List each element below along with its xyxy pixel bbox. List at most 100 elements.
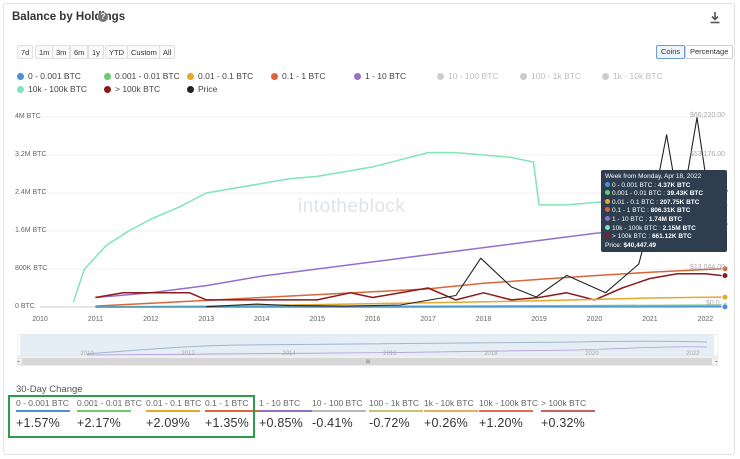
series-end-marker	[721, 272, 729, 280]
legend-item[interactable]: 10 - 100 BTC	[437, 71, 499, 81]
tooltip-row: 0.001 - 0.01 BTC : 39.43K BTC	[605, 190, 723, 199]
right-axis-label: $0.0	[706, 300, 720, 307]
change-value: -0.41%	[312, 416, 353, 430]
x-tick-label: 2022	[697, 316, 714, 323]
tooltip-row-label: 0.001 - 0.01 BTC	[612, 190, 662, 198]
widget-frame	[3, 3, 735, 455]
tooltip-row: 10k - 100k BTC : 2.15M BTC	[605, 224, 723, 234]
legend-dot-icon	[437, 73, 444, 80]
tooltip-row-label: 0 - 0.001 BTC	[612, 181, 653, 189]
change-label: 1 - 10 BTC	[259, 398, 301, 408]
change-label: 10 - 100 BTC	[312, 398, 363, 408]
change-color-bar	[479, 410, 533, 412]
tooltip-dot-icon	[605, 233, 610, 239]
legend-item[interactable]: 0.01 - 0.1 BTC	[187, 71, 253, 81]
legend-label: 0.001 - 0.01 BTC	[115, 71, 180, 81]
range-button-1m[interactable]: 1m	[35, 45, 54, 59]
x-tick-label: 2016	[364, 316, 381, 323]
legend-item[interactable]: 100 - 1k BTC	[520, 71, 581, 81]
tooltip-row: 0.1 - 1 BTC : 806.31K BTC	[605, 207, 723, 216]
tooltip-row-value: 806.31K BTC	[650, 207, 691, 215]
change-color-bar	[369, 410, 423, 412]
tooltip-row-value: 4.37K BTC	[657, 181, 691, 189]
range-button-7d[interactable]: 7d	[17, 45, 34, 59]
change-label: 10k - 100k BTC	[479, 398, 539, 408]
series-end-marker	[721, 303, 729, 311]
change-item: 1k - 10k BTC +0.26%	[424, 398, 478, 430]
percentage-toggle[interactable]: Percentage	[685, 45, 734, 59]
legend-item[interactable]: 1k - 10k BTC	[602, 71, 663, 81]
tooltip-row: 0.01 - 0.1 BTC : 207.75K BTC	[605, 198, 723, 208]
change-value: +0.26%	[424, 416, 468, 430]
y-tick-label: 2.4M BTC	[15, 189, 47, 196]
range-button-1y[interactable]: 1y	[88, 45, 104, 59]
change-value: +1.20%	[479, 416, 523, 430]
tooltip-row-label: > 100k BTC	[612, 233, 647, 241]
legend-label: > 100k BTC	[115, 84, 161, 94]
series-line-4	[95, 296, 723, 308]
tooltip-dot-icon	[605, 224, 610, 230]
legend-item[interactable]: 10k - 100k BTC	[17, 84, 87, 94]
legend-label: Price	[198, 84, 218, 94]
x-tick-label: 2011	[87, 316, 103, 323]
download-icon[interactable]	[709, 11, 721, 24]
x-tick-label: 2017	[420, 316, 436, 323]
change-label: 1k - 10k BTC	[424, 398, 474, 408]
change-value: +0.85%	[259, 416, 303, 430]
coins-toggle[interactable]: Coins	[656, 45, 686, 59]
range-button-all[interactable]: All	[159, 45, 176, 59]
tooltip-row-value: 2.15M BTC	[662, 224, 696, 232]
question-circle-icon[interactable]: ?	[98, 12, 108, 22]
change-value: +0.32%	[541, 416, 585, 430]
legend-item[interactable]: 1 - 10 BTC	[354, 71, 406, 81]
legend-item[interactable]: Price	[187, 84, 217, 94]
change-item: 100 - 1k BTC -0.72%	[369, 398, 423, 430]
range-button-6m[interactable]: 6m	[70, 45, 89, 59]
tooltip-dot-icon	[605, 190, 610, 196]
x-tick-label: 2010	[32, 316, 48, 323]
navigator-tick-label: 2020	[585, 351, 599, 357]
x-tick-label: 2012	[143, 316, 159, 323]
change-color-bar	[424, 410, 478, 412]
change-label: 0.01 - 0.1 BTC	[146, 398, 202, 408]
change-color-bar	[312, 410, 366, 412]
legend-dot-icon	[17, 86, 24, 93]
change-color-bar	[259, 410, 313, 412]
navigator-tick-label: 2018	[484, 351, 498, 357]
change-value: +2.09%	[146, 416, 190, 430]
tooltip-row-label: 1 - 10 BTC	[612, 215, 644, 223]
legend-label: 100 - 1k BTC	[531, 71, 582, 81]
right-axis-label: $13,044.00	[690, 264, 726, 271]
tooltip-row-value: 207.75K BTC	[659, 198, 700, 206]
change-label: 100 - 1k BTC	[369, 398, 420, 408]
tooltip-row-value: 1.74M BTC	[648, 215, 683, 223]
change-item: 0 - 0.001 BTC +1.57%	[16, 398, 70, 430]
y-tick-label: 1.6M BTC	[15, 227, 47, 234]
y-tick-label: 4M BTC	[15, 113, 41, 120]
change-value: +1.57%	[16, 416, 60, 430]
legend-item[interactable]: 0.1 - 1 BTC	[271, 71, 325, 81]
legend-item[interactable]: > 100k BTC	[104, 84, 160, 94]
change-label: 0.001 - 0.01 BTC	[77, 398, 142, 408]
change-color-bar	[205, 410, 259, 412]
change-color-bar	[146, 410, 200, 412]
y-tick-label: 800K BTC	[15, 265, 48, 272]
legend-item[interactable]: 0 - 0.001 BTC	[17, 71, 81, 81]
range-navigator[interactable]	[17, 334, 718, 366]
legend-label: 0 - 0.001 BTC	[28, 71, 81, 81]
legend-dot-icon	[354, 73, 361, 80]
navigator-tick-label: 2010	[80, 351, 94, 357]
x-tick-label: 2014	[253, 316, 270, 323]
navigator-tick-label: 2014	[282, 351, 296, 357]
legend-dot-icon	[104, 73, 111, 80]
tooltip-row-label: 10k - 100k BTC	[612, 224, 658, 232]
legend-item[interactable]: 0.001 - 0.01 BTC	[104, 71, 180, 81]
range-button-3m[interactable]: 3m	[52, 45, 71, 59]
tooltip-dot-icon	[605, 215, 610, 221]
legend-label: 0.01 - 0.1 BTC	[198, 71, 254, 81]
x-tick-label: 2021	[642, 316, 658, 323]
tooltip-row-value: 39.43K BTC	[666, 190, 704, 198]
change-label: 0 - 0.001 BTC	[16, 398, 69, 408]
legend-dot-icon	[17, 73, 24, 80]
tooltip-row: > 100k BTC : 661.12K BTC	[605, 233, 723, 242]
